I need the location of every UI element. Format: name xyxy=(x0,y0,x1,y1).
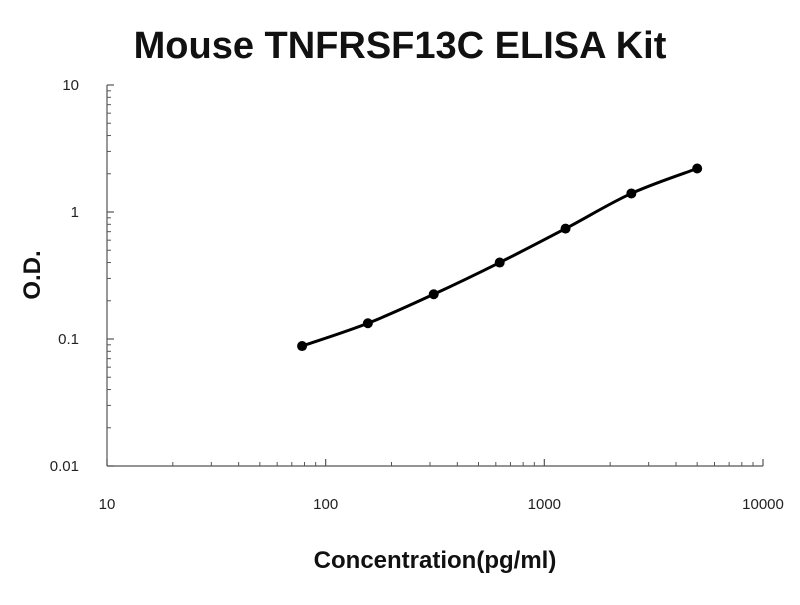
tick-labels: 0.01 0.1 1 10 10 100 1000 10000 xyxy=(50,77,784,513)
series-line xyxy=(300,167,699,348)
data-point xyxy=(297,341,308,352)
y-axis-label: O.D. xyxy=(19,250,46,299)
x-tick-label: 100 xyxy=(313,496,338,513)
x-axis-label: Concentration(pg/ml) xyxy=(314,547,557,574)
data-point xyxy=(626,188,637,199)
data-point xyxy=(428,289,439,300)
x-tick-label: 1000 xyxy=(528,496,561,513)
axes xyxy=(106,84,764,467)
x-tick-label: 10000 xyxy=(742,496,784,513)
y-tick-label: 0.1 xyxy=(58,331,79,348)
y-tick-label: 1 xyxy=(71,204,79,221)
x-tick-label: 10 xyxy=(99,496,116,513)
data-point xyxy=(494,257,505,268)
y-tick-label: 10 xyxy=(62,77,79,94)
series-group xyxy=(297,163,703,352)
chart-title: Mouse TNFRSF13C ELISA Kit xyxy=(134,25,667,67)
y-tick-label: 0.01 xyxy=(50,458,79,475)
data-point xyxy=(560,223,571,234)
data-point xyxy=(362,318,373,329)
data-point xyxy=(692,163,703,174)
